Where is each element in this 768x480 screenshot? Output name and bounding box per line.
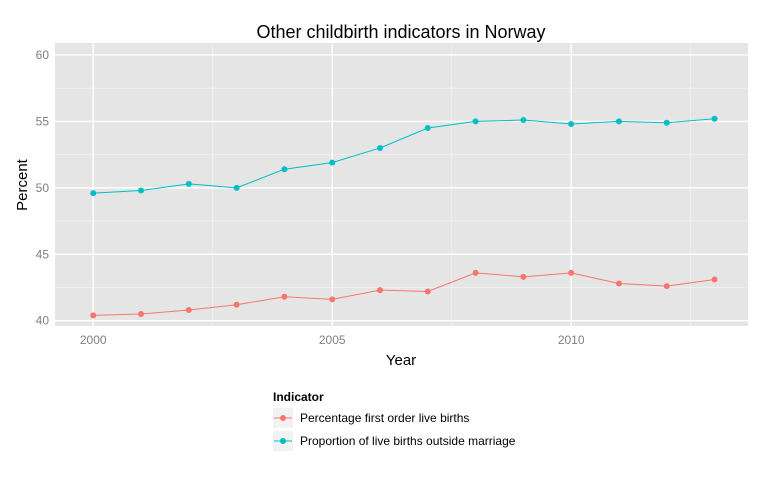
legend-key-point [280, 438, 286, 444]
y-tick-label: 45 [36, 247, 50, 261]
x-tick-label: 2010 [558, 333, 585, 347]
data-point [568, 121, 575, 128]
data-point [376, 287, 383, 294]
data-point [233, 301, 240, 308]
legend-key-point [280, 415, 286, 421]
legend-item: Percentage first order live births [273, 408, 469, 428]
x-tick-label: 2005 [319, 333, 346, 347]
y-tick-label: 60 [36, 48, 50, 62]
data-point [376, 144, 383, 151]
tick-labels: 40 45 50 55 60 2000 2005 2010 [36, 48, 585, 347]
data-point [472, 118, 479, 125]
data-point [615, 118, 622, 125]
grid [55, 43, 748, 326]
data-point [138, 187, 145, 194]
data-point [424, 125, 431, 132]
data-point [615, 280, 622, 287]
series-line [93, 118, 715, 194]
data-point [663, 283, 670, 290]
data-point [185, 307, 192, 314]
y-tick-label: 40 [36, 314, 50, 328]
data-point [281, 293, 288, 300]
legend-items: Percentage first order live births Propor… [273, 408, 516, 451]
data-point [568, 269, 575, 276]
data-point [329, 296, 336, 303]
chart-title: Other childbirth indicators in Norway [256, 22, 545, 42]
y-axis-title: Percent [14, 158, 31, 211]
data-point [329, 159, 336, 166]
series-layer [90, 115, 718, 319]
data-point [711, 276, 718, 283]
data-point [281, 166, 288, 173]
data-point [711, 115, 718, 122]
legend-label: Proportion of live births outside marria… [300, 434, 516, 448]
legend: Indicator Percentage first order live bi… [273, 390, 516, 451]
data-point [520, 273, 527, 280]
data-point [472, 269, 479, 276]
x-tick-label: 2000 [80, 333, 107, 347]
data-point [138, 311, 145, 318]
y-tick-label: 50 [36, 181, 50, 195]
legend-item: Proportion of live births outside marria… [273, 431, 516, 451]
plot-panel [55, 43, 748, 326]
legend-label: Percentage first order live births [300, 411, 469, 425]
data-point [663, 119, 670, 126]
x-axis-title: Year [386, 352, 416, 369]
data-point [90, 312, 97, 319]
series-line [93, 272, 715, 316]
data-point [185, 180, 192, 187]
data-point [233, 184, 240, 191]
data-point [90, 190, 97, 197]
series-1 [90, 269, 718, 319]
series-2 [90, 115, 718, 197]
data-point [520, 117, 527, 124]
data-point [424, 288, 431, 295]
legend-title: Indicator [273, 390, 324, 404]
y-tick-label: 55 [36, 114, 50, 128]
